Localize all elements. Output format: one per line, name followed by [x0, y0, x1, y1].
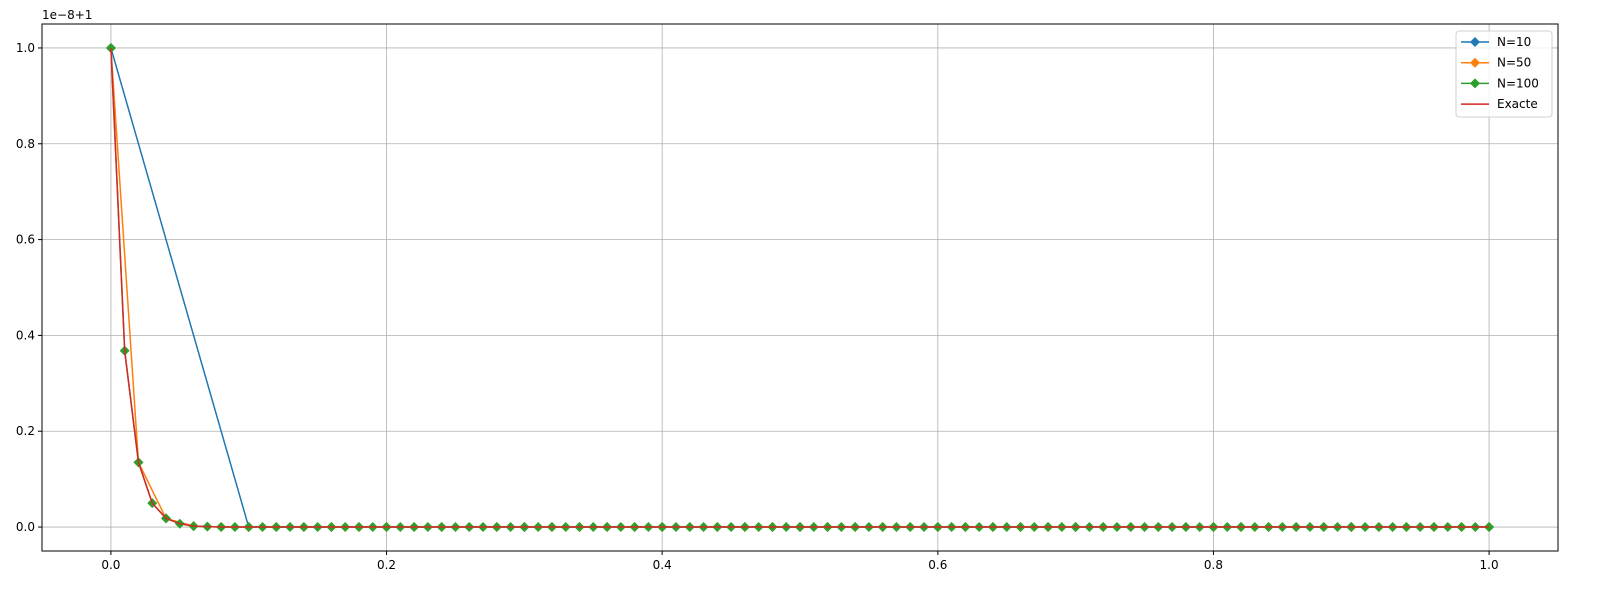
- series-line: [110, 47, 1490, 528]
- legend-item: N=10: [1461, 35, 1531, 49]
- x-tick-label: 0.6: [928, 558, 947, 572]
- series-n-50: [105, 42, 1495, 533]
- y-tick-label: 0.8: [16, 137, 35, 151]
- legend: N=10 N=50 N=100 Exacte: [1455, 30, 1553, 118]
- legend-label: Exacte: [1497, 97, 1538, 111]
- x-tick-label: 0.8: [1204, 558, 1223, 572]
- x-tick-label: 1.0: [1480, 558, 1499, 572]
- legend-item: N=100: [1461, 76, 1539, 90]
- legend-box: [1455, 30, 1553, 118]
- ticks: 0.0 0.2 0.4 0.6 0.8 1.0 0.0 0.2 0.4 0.6 0.8 1.0: [16, 41, 1499, 572]
- series-line: [110, 47, 1490, 528]
- legend-label: N=50: [1497, 56, 1531, 70]
- series-group: [105, 42, 1495, 533]
- series-n-100: [105, 42, 1495, 533]
- y-tick-label: 1.0: [16, 41, 35, 55]
- legend-item: Exacte: [1461, 97, 1538, 111]
- x-tick-label: 0.4: [653, 558, 672, 572]
- series-exacte: [110, 47, 1490, 528]
- data-point-marker: [1470, 78, 1480, 89]
- series-line: [110, 47, 1490, 528]
- axes-frame: [41, 23, 1559, 552]
- legend-item: N=50: [1461, 56, 1531, 70]
- x-tick-label: 0.2: [377, 558, 396, 572]
- y-tick-label: 0.2: [16, 424, 35, 438]
- y-tick-label: 0.0: [16, 520, 35, 534]
- legend-label: N=10: [1497, 35, 1531, 49]
- data-point-marker: [1470, 37, 1480, 47]
- x-tick-label: 0.0: [101, 558, 120, 572]
- series-n-10: [105, 42, 1495, 533]
- y-tick-label: 0.6: [16, 233, 35, 247]
- data-point-marker: [1470, 57, 1480, 68]
- legend-label: N=100: [1497, 76, 1539, 90]
- y-offset-text: 1e−8+1: [42, 8, 92, 22]
- y-tick-label: 0.4: [16, 328, 35, 342]
- series-line: [110, 47, 1490, 528]
- grid: [42, 24, 1558, 551]
